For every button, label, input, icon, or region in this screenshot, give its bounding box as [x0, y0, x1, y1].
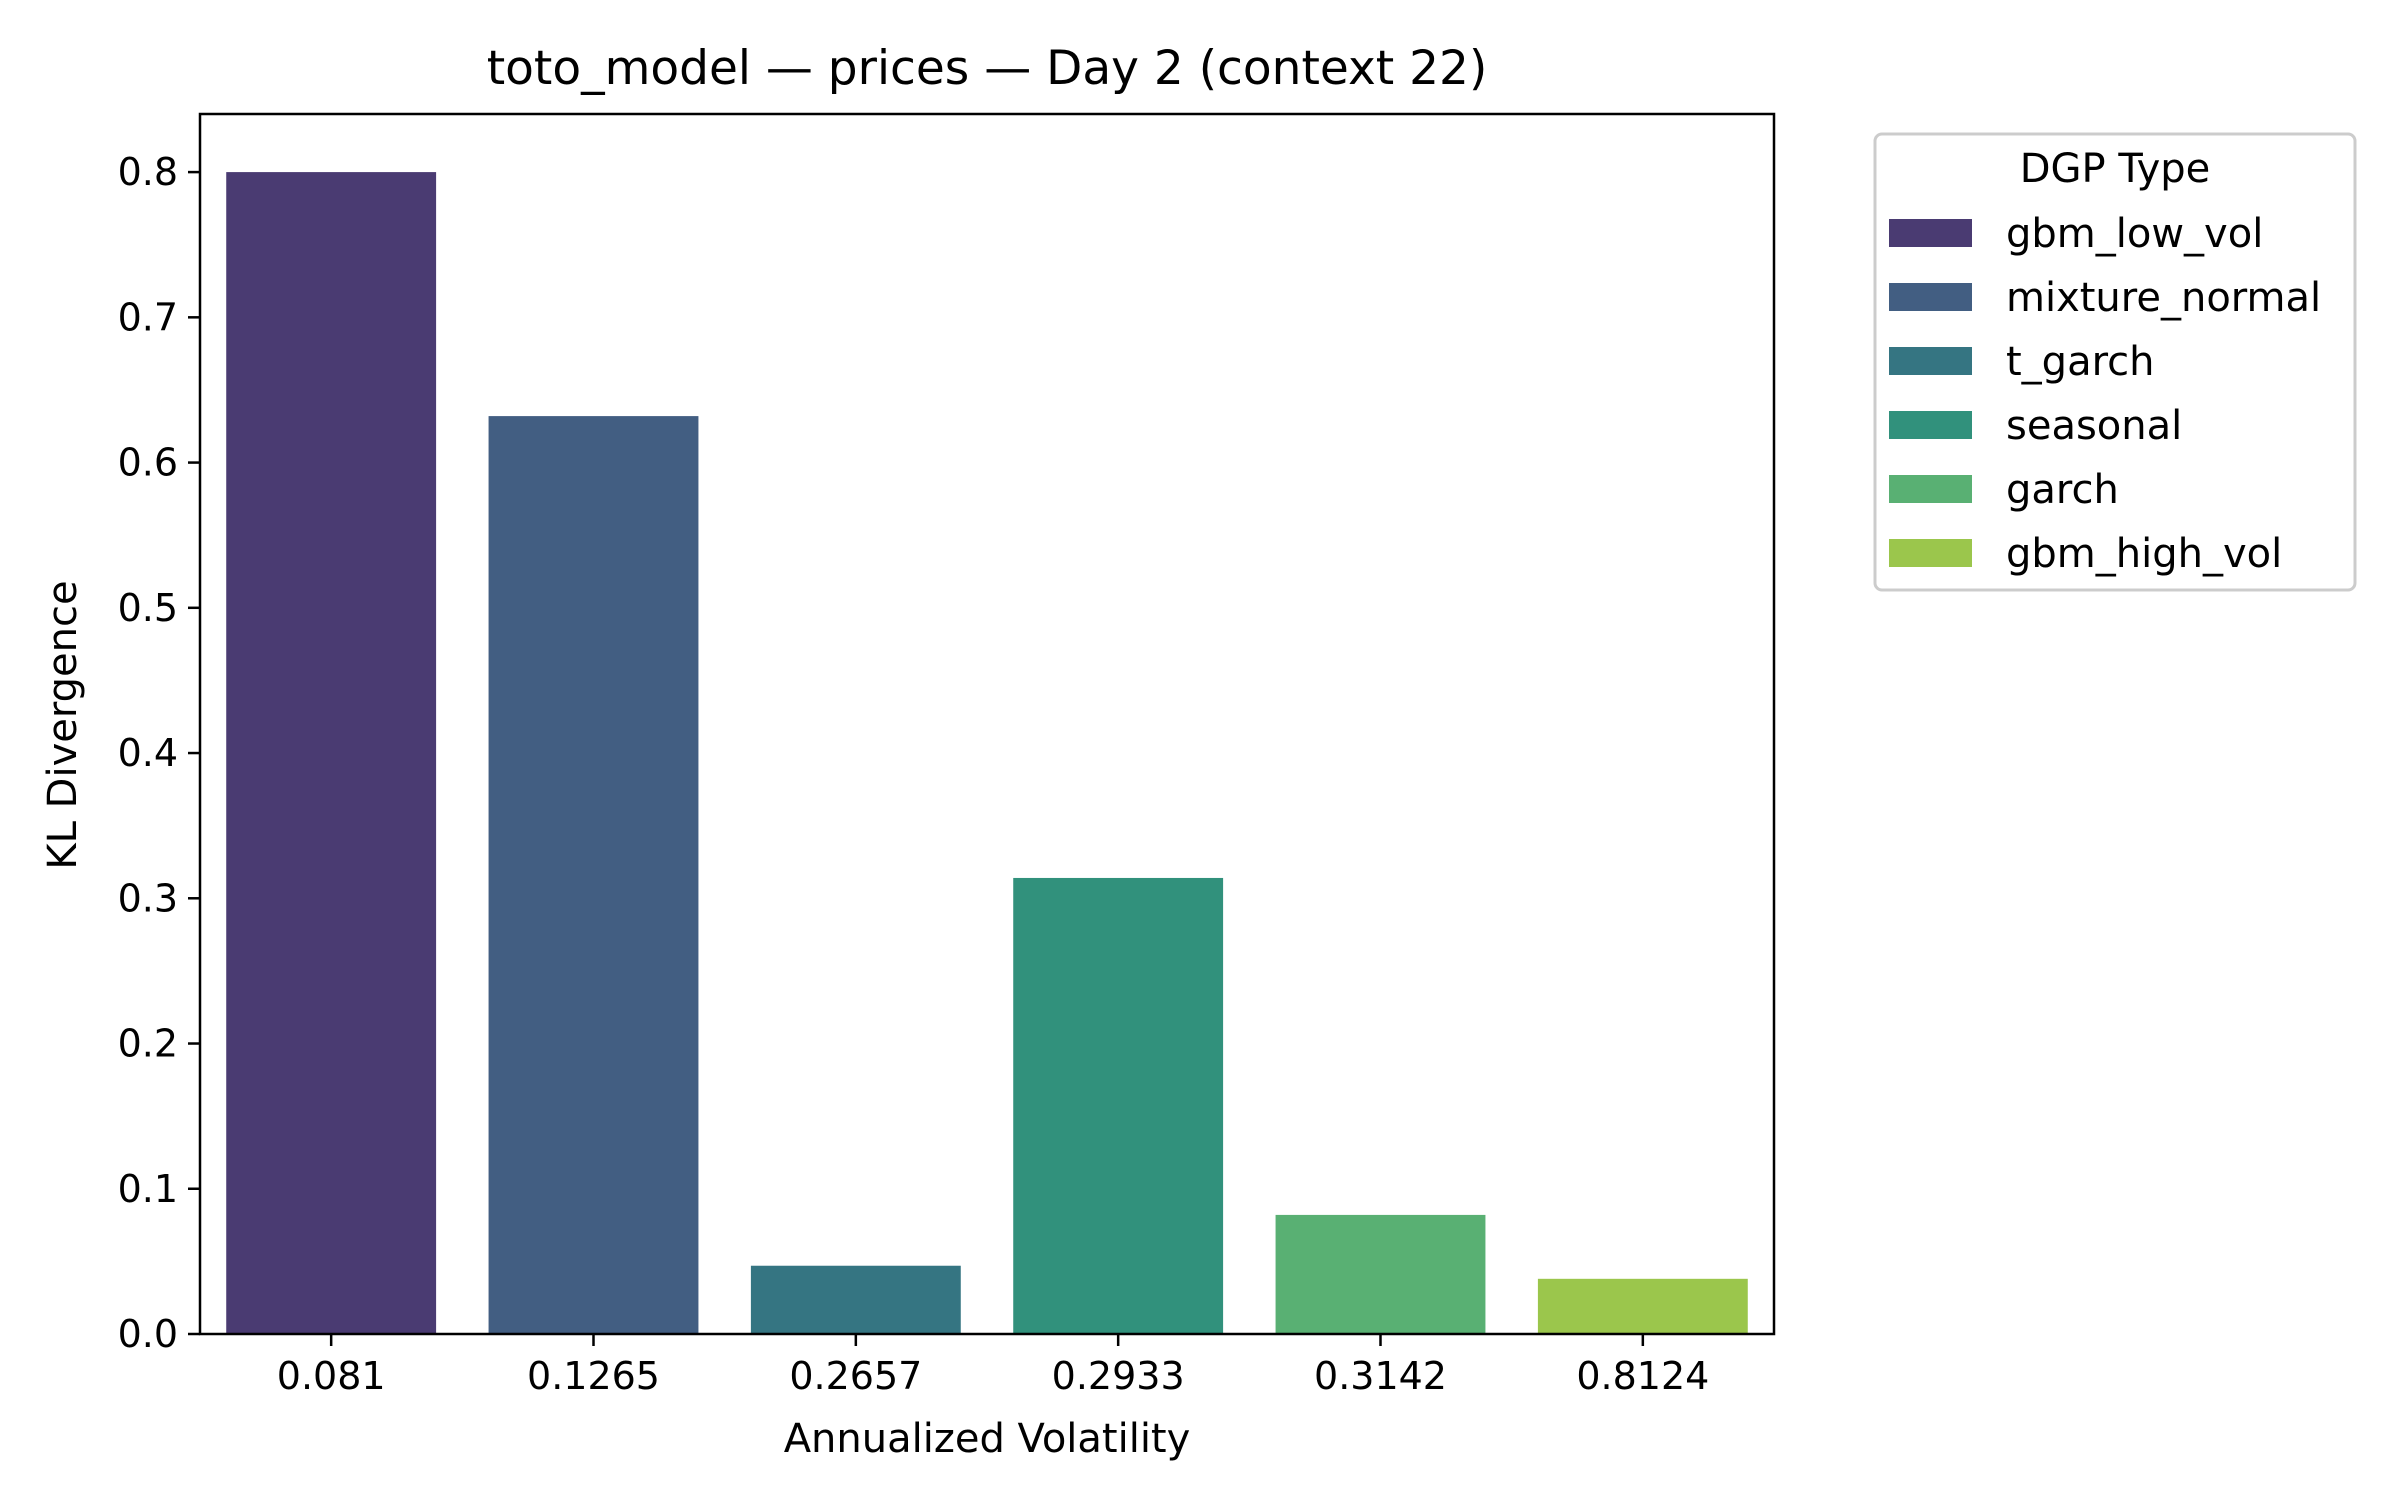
bar-garch — [1275, 1214, 1486, 1334]
chart-title: toto_model — prices — Day 2 (context 22) — [487, 41, 1488, 96]
plot-frame — [198, 112, 1776, 1336]
y-axis-label: KL Divergence — [40, 580, 86, 869]
legend-entry-label: gbm_low_vol — [2006, 211, 2263, 257]
x-tick-label: 0.8124 — [1576, 1354, 1709, 1398]
x-tick-label: 0.2657 — [789, 1354, 922, 1398]
legend-swatch — [1889, 539, 1972, 567]
legend-entry-label: seasonal — [2006, 403, 2182, 449]
y-tick-label: 0.3 — [118, 876, 178, 920]
y-tick-label: 0.7 — [118, 295, 178, 339]
bar-mixture-normal — [488, 416, 699, 1335]
x-tick-label: 0.1265 — [527, 1354, 660, 1398]
legend-swatch — [1889, 411, 1972, 439]
plot-area: 0.081 0.1265 0.2657 0.2933 0.3142 0.8124 0.0 0.… — [118, 112, 1776, 1398]
legend-entry-label: t_garch — [2006, 339, 2155, 385]
legend-entry-label: garch — [2006, 467, 2119, 513]
y-tick-label: 0.0 — [118, 1312, 178, 1356]
legend-title: DGP Type — [2020, 146, 2211, 192]
legend-entry-label: gbm_high_vol — [2006, 531, 2282, 577]
legend-entries: gbm_low_vol mixture_normal t_garch seasonal… — [1889, 211, 2321, 577]
y-tick-label: 0.8 — [118, 150, 178, 194]
legend-swatch — [1889, 347, 1972, 375]
y-tick-label: 0.1 — [118, 1167, 178, 1211]
x-tick-label: 0.3142 — [1314, 1354, 1447, 1398]
legend: DGP Type gbm_low_vol mixture_normal t_garc… — [1873, 132, 2357, 592]
bar-t-garch — [750, 1265, 961, 1334]
y-tick-label: 0.2 — [118, 1022, 178, 1066]
bar-gbm-low-vol — [226, 172, 437, 1335]
legend-entry-label: mixture_normal — [2006, 275, 2321, 321]
legend-swatch — [1889, 283, 1972, 311]
y-tick-label: 0.4 — [118, 731, 178, 775]
y-tick-label: 0.6 — [118, 441, 178, 485]
bar-seasonal — [1013, 877, 1224, 1334]
bar-gbm-high-vol — [1537, 1278, 1748, 1334]
y-tick-label: 0.5 — [118, 586, 178, 630]
legend-swatch — [1889, 219, 1972, 247]
x-tick-label: 0.2933 — [1052, 1354, 1185, 1398]
legend-swatch — [1889, 475, 1972, 503]
x-tick-label: 0.081 — [277, 1354, 386, 1398]
x-axis-label: Annualized Volatility — [784, 1416, 1191, 1462]
legend-frame — [1873, 132, 2357, 592]
